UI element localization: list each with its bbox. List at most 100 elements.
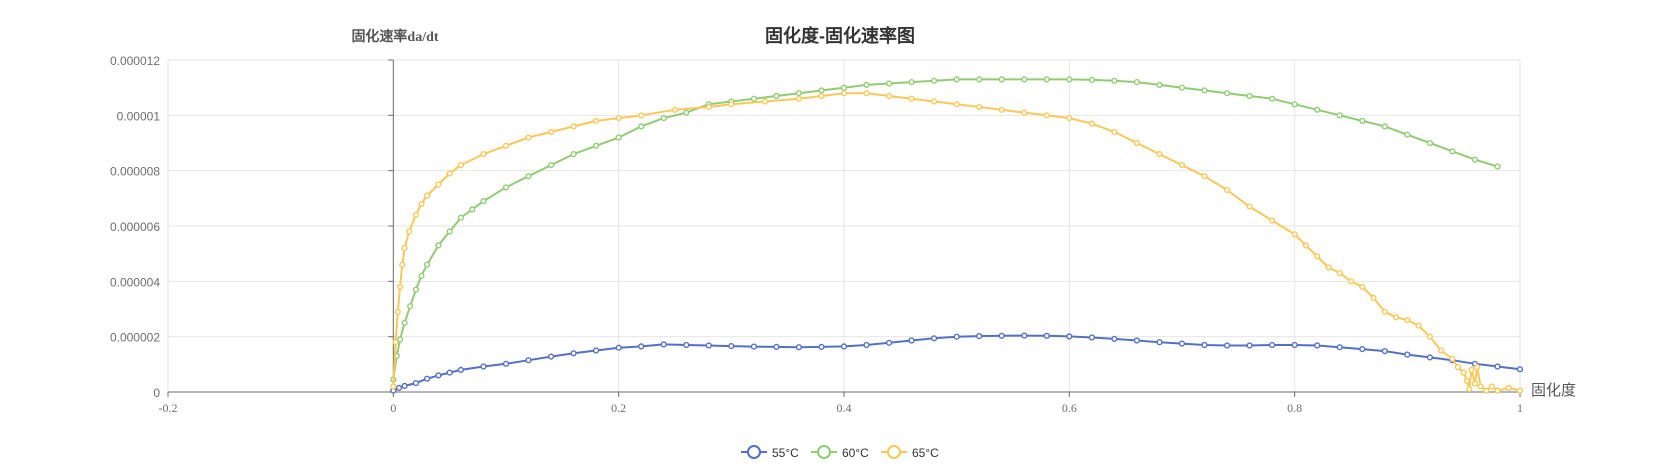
data-point[interactable] [795,344,803,351]
data-point[interactable] [592,142,600,149]
data-point[interactable] [397,336,404,343]
data-point[interactable] [1178,340,1186,347]
data-point[interactable] [1268,95,1276,102]
legend-item[interactable]: 65°C [881,445,939,460]
data-point[interactable] [998,332,1005,339]
data-point[interactable] [660,341,667,348]
data-point[interactable] [1246,92,1253,100]
data-point[interactable] [671,106,679,113]
legend[interactable]: 55°C 60°C 65°C [741,445,939,460]
data-point[interactable] [1268,341,1276,349]
data-point[interactable] [1201,87,1208,94]
data-point[interactable] [1347,278,1355,285]
data-point[interactable] [953,76,960,83]
data-point[interactable] [392,339,399,346]
data-point[interactable] [1021,332,1028,339]
data-point[interactable] [885,80,893,87]
data-point[interactable] [795,90,803,97]
data-point[interactable] [394,308,401,315]
data-point[interactable] [976,103,983,111]
data-point[interactable] [547,353,555,360]
data-point[interactable] [399,261,406,268]
data-point[interactable] [1466,386,1473,393]
data-point[interactable] [1043,76,1050,83]
data-point[interactable] [418,272,425,279]
data-point[interactable] [728,101,735,108]
data-point[interactable] [1088,334,1096,341]
data-point[interactable] [638,123,645,130]
data-point[interactable] [1359,283,1366,291]
data-point[interactable] [1449,148,1456,155]
data-point[interactable] [1392,314,1400,321]
data-point[interactable] [1488,383,1495,390]
data-point[interactable] [1471,156,1479,163]
data-point[interactable] [885,339,893,346]
data-point[interactable] [1336,269,1343,277]
data-point[interactable] [908,78,915,86]
legend-item[interactable]: 55°C [741,445,799,460]
data-point[interactable] [761,98,769,105]
data-point[interactable] [1463,377,1471,385]
data-point[interactable] [446,228,453,235]
data-point[interactable] [615,134,622,141]
data-point[interactable] [395,384,403,392]
data-point[interactable] [407,303,414,310]
data-point[interactable] [1111,77,1118,84]
data-point[interactable] [773,92,780,100]
data-point[interactable] [1437,347,1445,354]
data-point[interactable] [418,200,425,208]
data-point[interactable] [1468,366,1475,374]
data-point[interactable] [615,344,622,351]
data-point[interactable] [818,87,825,94]
data-point[interactable] [1246,342,1253,349]
data-point[interactable] [1494,163,1501,170]
data-point[interactable] [1246,203,1253,210]
data-point[interactable] [397,283,404,291]
data-point[interactable] [1505,384,1512,392]
data-point[interactable] [728,343,735,350]
data-point[interactable] [1494,363,1501,370]
data-point[interactable] [1043,112,1050,119]
data-point[interactable] [547,162,555,169]
data-point[interactable] [908,95,915,102]
data-point[interactable] [406,228,413,235]
data-point[interactable] [1449,355,1456,362]
data-point[interactable] [457,162,465,169]
data-point[interactable] [1133,337,1141,344]
data-point[interactable] [615,114,622,122]
data-point[interactable] [502,142,510,149]
data-point[interactable] [412,380,420,387]
data-point[interactable] [592,117,600,125]
data-point[interactable] [885,92,893,100]
data-point[interactable] [1111,128,1118,136]
data-point[interactable] [1426,333,1434,340]
data-point[interactable] [1156,151,1163,158]
data-point[interactable] [930,335,938,342]
data-point[interactable] [930,98,938,105]
data-point[interactable] [1223,186,1231,194]
data-point[interactable] [1516,387,1524,394]
data-point[interactable] [547,128,555,136]
data-point[interactable] [795,95,803,102]
data-point[interactable] [502,360,510,367]
data-point[interactable] [773,343,780,351]
data-point[interactable] [435,372,442,379]
data-point[interactable] [1223,90,1231,97]
data-point[interactable] [1021,109,1028,116]
data-point[interactable] [480,363,487,370]
data-point[interactable] [1201,341,1208,349]
data-point[interactable] [638,112,645,119]
data-point[interactable] [1178,84,1186,91]
data-point[interactable] [1359,117,1366,125]
data-point[interactable] [1483,387,1490,394]
data-point[interactable] [435,242,442,249]
data-point[interactable] [525,357,532,364]
data-point[interactable] [863,90,870,97]
data-point[interactable] [1404,317,1411,324]
data-point[interactable] [592,347,600,354]
data-point[interactable] [390,383,397,390]
data-point[interactable] [818,343,825,351]
data-point[interactable] [424,375,431,382]
data-point[interactable] [424,192,431,199]
data-point[interactable] [840,84,848,91]
